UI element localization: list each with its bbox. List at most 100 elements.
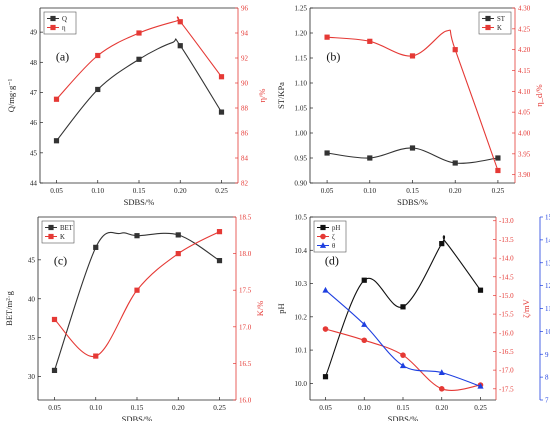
y-tick-label-right2: 14 — [545, 236, 550, 244]
data-point-η — [136, 30, 142, 36]
data-point-θ — [399, 362, 407, 369]
series-line-Q — [56, 38, 222, 142]
data-point-K — [409, 53, 416, 59]
y-tick-label-right: 94 — [241, 30, 249, 38]
data-point-BET — [51, 367, 58, 374]
y-tick-label-right: -15.5 — [499, 311, 514, 319]
y-tick-label-right: -16.5 — [499, 348, 514, 356]
y-tick-label-right: 4.15 — [518, 67, 531, 75]
y-tick-label-right: -13.0 — [499, 217, 514, 225]
data-point-θ — [322, 286, 329, 293]
y-tick-label-left: 30 — [28, 373, 36, 381]
y-axis-label-left: BET/m²·g — [4, 290, 14, 325]
data-point-ζ — [438, 385, 445, 392]
x-tick-label: 0.10 — [358, 404, 371, 412]
y-tick-label-left: 1.25 — [294, 5, 307, 13]
x-tick-label: 0.10 — [89, 404, 102, 412]
y-axis-label-left: ST/KPa — [276, 82, 286, 109]
y-tick-label-right: -17.5 — [499, 385, 514, 393]
panel-letter: (b) — [326, 50, 340, 64]
y-tick-label-left: 10.2 — [294, 313, 307, 321]
y-tick-label-right: 86 — [241, 130, 249, 138]
y-tick-label-left: 1.15 — [294, 55, 307, 63]
x-tick-label: 0.20 — [172, 404, 185, 412]
y-tick-label-right: 4.20 — [518, 46, 531, 54]
chart-panel-a: 0.05 0.10 0.15 0.20 0.25 SDBS/% 44 45 46 47 48 49 Q/… — [6, 5, 267, 208]
data-point-η — [53, 96, 60, 102]
y-tick-label-right: 18.0 — [239, 250, 252, 258]
y-tick-label-right: 17.5 — [239, 287, 252, 295]
y-tick-label-left: 10.5 — [294, 214, 307, 222]
x-tick-label: 0.05 — [50, 187, 63, 195]
legend-label: ζ — [332, 234, 335, 241]
y-tick-label-right2: 10 — [545, 328, 550, 336]
data-point-η — [218, 74, 225, 80]
legend-box — [478, 11, 512, 35]
y-axis-label-right: η_d/% — [534, 84, 544, 106]
legend-marker-ST — [485, 15, 491, 22]
y-tick-label-right2: 12 — [545, 282, 550, 290]
data-point-ζ — [361, 337, 368, 344]
legend-label: K — [497, 25, 502, 32]
data-point-K — [175, 251, 181, 257]
y-tick-label-right: -14.5 — [499, 273, 514, 281]
y-tick-label-left: 35 — [28, 334, 36, 342]
data-point-pH — [439, 241, 445, 247]
data-point-K — [452, 47, 458, 53]
data-point-pH — [322, 374, 329, 380]
y-tick-label-left: 40 — [28, 295, 36, 303]
data-point-BET — [93, 244, 99, 250]
x-tick-label: 0.15 — [133, 187, 146, 195]
y-tick-label-left: 1.00 — [294, 130, 307, 138]
y-tick-label-left: 48 — [30, 59, 38, 67]
legend-label: Q — [62, 16, 67, 23]
y-tick-label-left: 49 — [30, 29, 38, 37]
y-tick-label-right2: 15 — [545, 214, 550, 222]
data-point-θ — [438, 369, 445, 375]
data-point-K — [93, 353, 99, 359]
y-tick-label-right2: 9 — [545, 351, 549, 359]
chart-panel-c: 0.05 0.10 0.15 0.20 0.25 SDBS/% 30 35 40 45 BET/m²… — [4, 214, 265, 421]
panel-letter: (d) — [325, 254, 339, 268]
legend-marker-η — [50, 24, 56, 31]
y-tick-label-right: 4.10 — [518, 88, 531, 96]
data-point-Q — [177, 43, 183, 49]
y-tick-label-left: 44 — [30, 180, 38, 188]
y-tick-label-right: 16.0 — [239, 397, 252, 405]
legend-marker-ζ — [320, 233, 326, 240]
legend-marker-pH — [320, 224, 326, 231]
y-tick-label-right: 4.05 — [518, 109, 531, 117]
x-axis-label: SDBS/% — [124, 197, 155, 207]
data-point-BET — [216, 258, 223, 264]
series-line-pH — [324, 235, 481, 377]
y-tick-label-right: 18.5 — [239, 214, 252, 222]
y-tick-label-left: 1.20 — [294, 30, 307, 38]
y-axis-label-left: Q/mg·g⁻¹ — [6, 78, 16, 112]
data-point-η — [177, 19, 183, 25]
data-point-BET — [134, 233, 140, 239]
y-tick-label-right: 3.90 — [518, 171, 531, 179]
y-tick-label-left: 0.95 — [294, 155, 307, 163]
y-tick-label-right: -16.0 — [499, 329, 514, 337]
y-tick-label-left: 10.1 — [294, 347, 307, 355]
legend-label: BET — [60, 225, 74, 232]
y-tick-label-right: -13.5 — [499, 236, 514, 244]
data-point-K — [216, 229, 223, 235]
data-point-ST — [452, 160, 458, 166]
y-axis-label-right: η/% — [257, 89, 267, 103]
x-tick-label: 0.10 — [91, 187, 104, 195]
data-point-K — [324, 34, 330, 40]
data-point-Q — [218, 109, 225, 115]
y-tick-label-right: 92 — [241, 55, 249, 63]
x-tick-label: 0.15 — [397, 404, 410, 412]
data-point-pH — [361, 277, 367, 283]
x-tick-label: 0.05 — [48, 404, 61, 412]
y-tick-label-right: 90 — [241, 80, 249, 88]
legend-label: θ — [332, 243, 335, 250]
x-tick-label: 0.25 — [213, 404, 226, 412]
panel-letter: (c) — [54, 254, 67, 268]
data-point-K — [495, 167, 501, 174]
data-point-ζ — [400, 352, 406, 358]
x-tick-label: 0.15 — [406, 187, 419, 195]
x-axis-label: SDBS/% — [122, 414, 153, 421]
